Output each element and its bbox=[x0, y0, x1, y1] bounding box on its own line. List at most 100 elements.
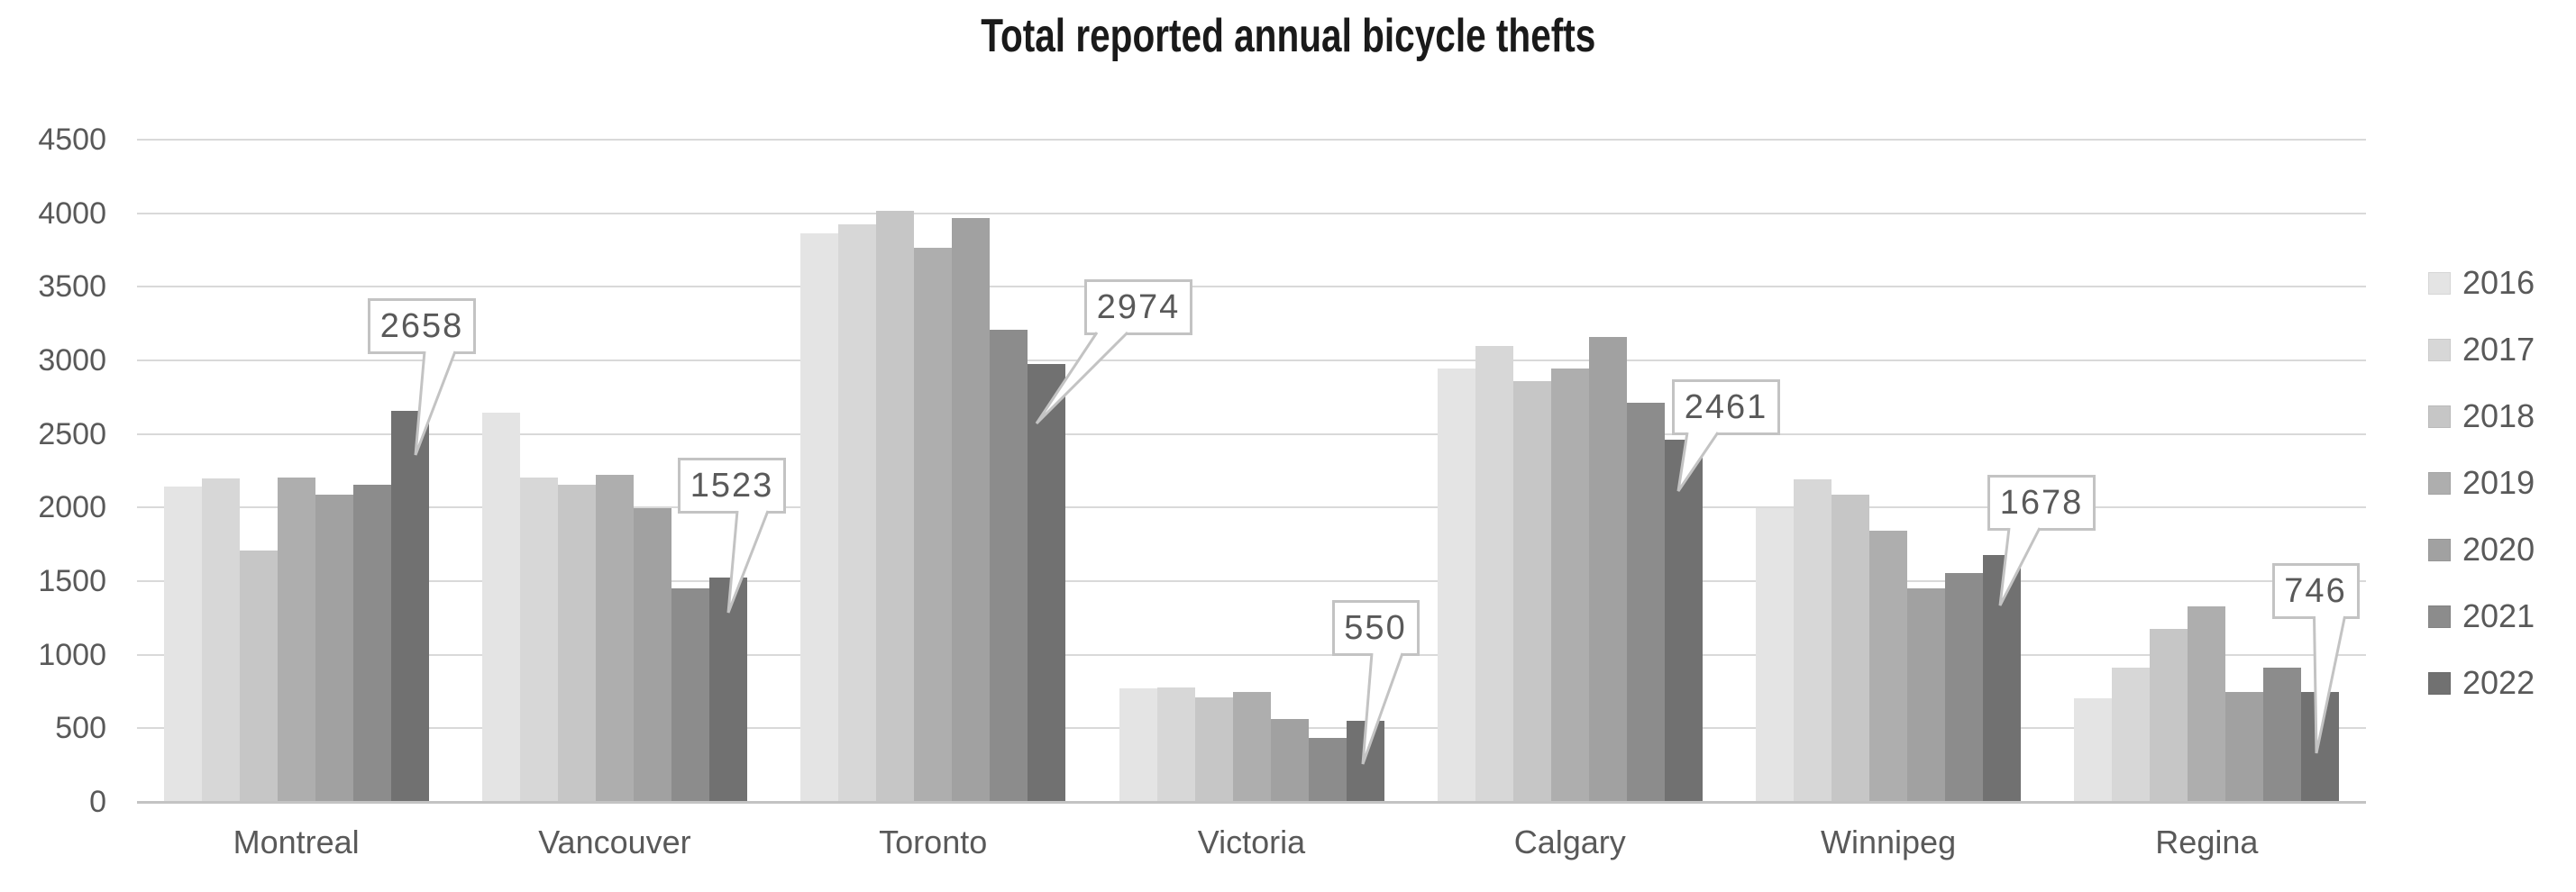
legend-swatch-2022 bbox=[2428, 671, 2451, 695]
bar-winnipeg-2016 bbox=[1756, 508, 1795, 801]
data-label-callout: 1523 bbox=[678, 458, 786, 514]
legend-label: 2016 bbox=[2462, 264, 2535, 301]
y-axis-tick-label: 1000 bbox=[38, 637, 106, 672]
y-axis-tick-label: 3000 bbox=[38, 343, 106, 378]
data-label-callout: 746 bbox=[2271, 563, 2360, 619]
gridline-2000 bbox=[137, 506, 2366, 509]
bar-toronto-2017 bbox=[838, 223, 877, 801]
bar-calgary-2022 bbox=[1664, 440, 1703, 801]
bar-vancouver-2017 bbox=[519, 477, 558, 801]
legend-item-2017: 2017 bbox=[2428, 333, 2535, 366]
legend-swatch-2018 bbox=[2428, 405, 2451, 428]
gridline-1000 bbox=[137, 653, 2366, 656]
bar-montreal-2019 bbox=[277, 477, 315, 801]
legend-label: 2017 bbox=[2462, 331, 2535, 368]
bar-victoria-2017 bbox=[1156, 687, 1195, 801]
data-label-callout: 1678 bbox=[1987, 475, 2096, 531]
y-axis-tick-label: 500 bbox=[55, 711, 106, 746]
bar-toronto-2019 bbox=[914, 248, 953, 801]
bar-victoria-2020 bbox=[1270, 718, 1309, 801]
gridline-2500 bbox=[137, 432, 2366, 435]
y-axis-tick-label: 3500 bbox=[38, 269, 106, 305]
y-axis-tick-label: 2500 bbox=[38, 416, 106, 451]
bar-montreal-2020 bbox=[315, 494, 353, 801]
x-axis-category-label: Victoria bbox=[1197, 824, 1306, 860]
legend-swatch-2017 bbox=[2428, 338, 2451, 361]
y-axis-tick-label: 4500 bbox=[38, 123, 106, 157]
y-axis-tick-label: 1500 bbox=[38, 564, 106, 598]
data-label-callout: 2658 bbox=[368, 298, 476, 354]
bar-winnipeg-2020 bbox=[1907, 588, 1946, 801]
bar-victoria-2022 bbox=[1346, 721, 1384, 801]
bar-montreal-2016 bbox=[163, 486, 202, 801]
bar-calgary-2018 bbox=[1512, 380, 1551, 801]
bar-victoria-2019 bbox=[1232, 692, 1271, 801]
legend-label: 2021 bbox=[2462, 597, 2535, 634]
gridline-1500 bbox=[137, 580, 2366, 582]
gridline-3000 bbox=[137, 360, 2366, 361]
bar-vancouver-2022 bbox=[708, 578, 747, 801]
bar-regina-2019 bbox=[2188, 605, 2226, 801]
bar-vancouver-2020 bbox=[633, 508, 671, 801]
bar-montreal-2017 bbox=[201, 478, 240, 801]
legend-item-2021: 2021 bbox=[2428, 600, 2535, 633]
x-axis-category-label: Regina bbox=[2155, 824, 2259, 860]
legend-label: 2018 bbox=[2462, 397, 2535, 434]
legend-item-2016: 2016 bbox=[2428, 267, 2535, 299]
bar-calgary-2017 bbox=[1475, 346, 1513, 801]
bar-vancouver-2019 bbox=[595, 474, 634, 801]
bar-toronto-2022 bbox=[1028, 364, 1066, 801]
legend-swatch-2019 bbox=[2428, 471, 2451, 495]
bar-victoria-2018 bbox=[1194, 697, 1233, 801]
bar-winnipeg-2021 bbox=[1945, 573, 1984, 801]
legend-item-2022: 2022 bbox=[2428, 667, 2535, 699]
bar-calgary-2020 bbox=[1588, 336, 1627, 801]
bar-toronto-2018 bbox=[876, 211, 915, 801]
bar-montreal-2022 bbox=[390, 410, 429, 801]
bar-calgary-2016 bbox=[1437, 368, 1475, 801]
bar-toronto-2021 bbox=[990, 329, 1028, 801]
legend-item-2020: 2020 bbox=[2428, 533, 2535, 566]
gridline-3500 bbox=[137, 286, 2366, 288]
bar-winnipeg-2018 bbox=[1832, 495, 1870, 801]
bar-regina-2021 bbox=[2263, 667, 2302, 801]
bar-montreal-2018 bbox=[239, 550, 278, 801]
chart-title-text: Total reported annual bicycle thefts bbox=[980, 10, 1596, 62]
bar-regina-2018 bbox=[2150, 629, 2188, 801]
x-axis-category-label: Montreal bbox=[233, 824, 360, 860]
legend-swatch-2016 bbox=[2428, 271, 2451, 295]
chart-title: Total reported annual bicycle thefts bbox=[0, 9, 2576, 63]
x-axis-category-label: Toronto bbox=[879, 824, 988, 860]
bar-regina-2017 bbox=[2112, 668, 2151, 801]
bar-regina-2020 bbox=[2225, 691, 2264, 801]
legend-label: 2022 bbox=[2462, 664, 2535, 701]
legend-item-2018: 2018 bbox=[2428, 400, 2535, 432]
bar-regina-2022 bbox=[2301, 692, 2340, 801]
data-label-callout: 2461 bbox=[1672, 379, 1780, 435]
y-axis-tick-label: 0 bbox=[89, 785, 106, 819]
x-axis-category-label: Vancouver bbox=[538, 824, 691, 860]
bar-winnipeg-2022 bbox=[1983, 554, 2022, 801]
bar-toronto-2016 bbox=[800, 232, 839, 801]
legend-label: 2019 bbox=[2462, 464, 2535, 501]
legend-swatch-2020 bbox=[2428, 538, 2451, 561]
bar-toronto-2020 bbox=[952, 217, 991, 801]
x-axis-category-label: Winnipeg bbox=[1821, 824, 1957, 860]
bar-winnipeg-2017 bbox=[1794, 479, 1832, 801]
bar-victoria-2021 bbox=[1308, 737, 1347, 801]
bar-vancouver-2016 bbox=[481, 412, 520, 801]
bar-montreal-2021 bbox=[352, 485, 391, 801]
x-axis-category-label: Calgary bbox=[1513, 824, 1626, 860]
bar-winnipeg-2019 bbox=[1869, 531, 1908, 801]
data-label-callout: 550 bbox=[1331, 600, 1420, 656]
gridline-4500 bbox=[137, 139, 2366, 141]
bar-vancouver-2021 bbox=[671, 588, 709, 801]
bar-regina-2016 bbox=[2074, 697, 2113, 801]
gridline-4000 bbox=[137, 212, 2366, 214]
data-label-callout: 2974 bbox=[1084, 279, 1192, 335]
bar-calgary-2021 bbox=[1626, 402, 1665, 801]
legend-item-2019: 2019 bbox=[2428, 467, 2535, 499]
legend-swatch-2021 bbox=[2428, 605, 2451, 628]
y-axis-tick-label: 4000 bbox=[38, 196, 106, 231]
